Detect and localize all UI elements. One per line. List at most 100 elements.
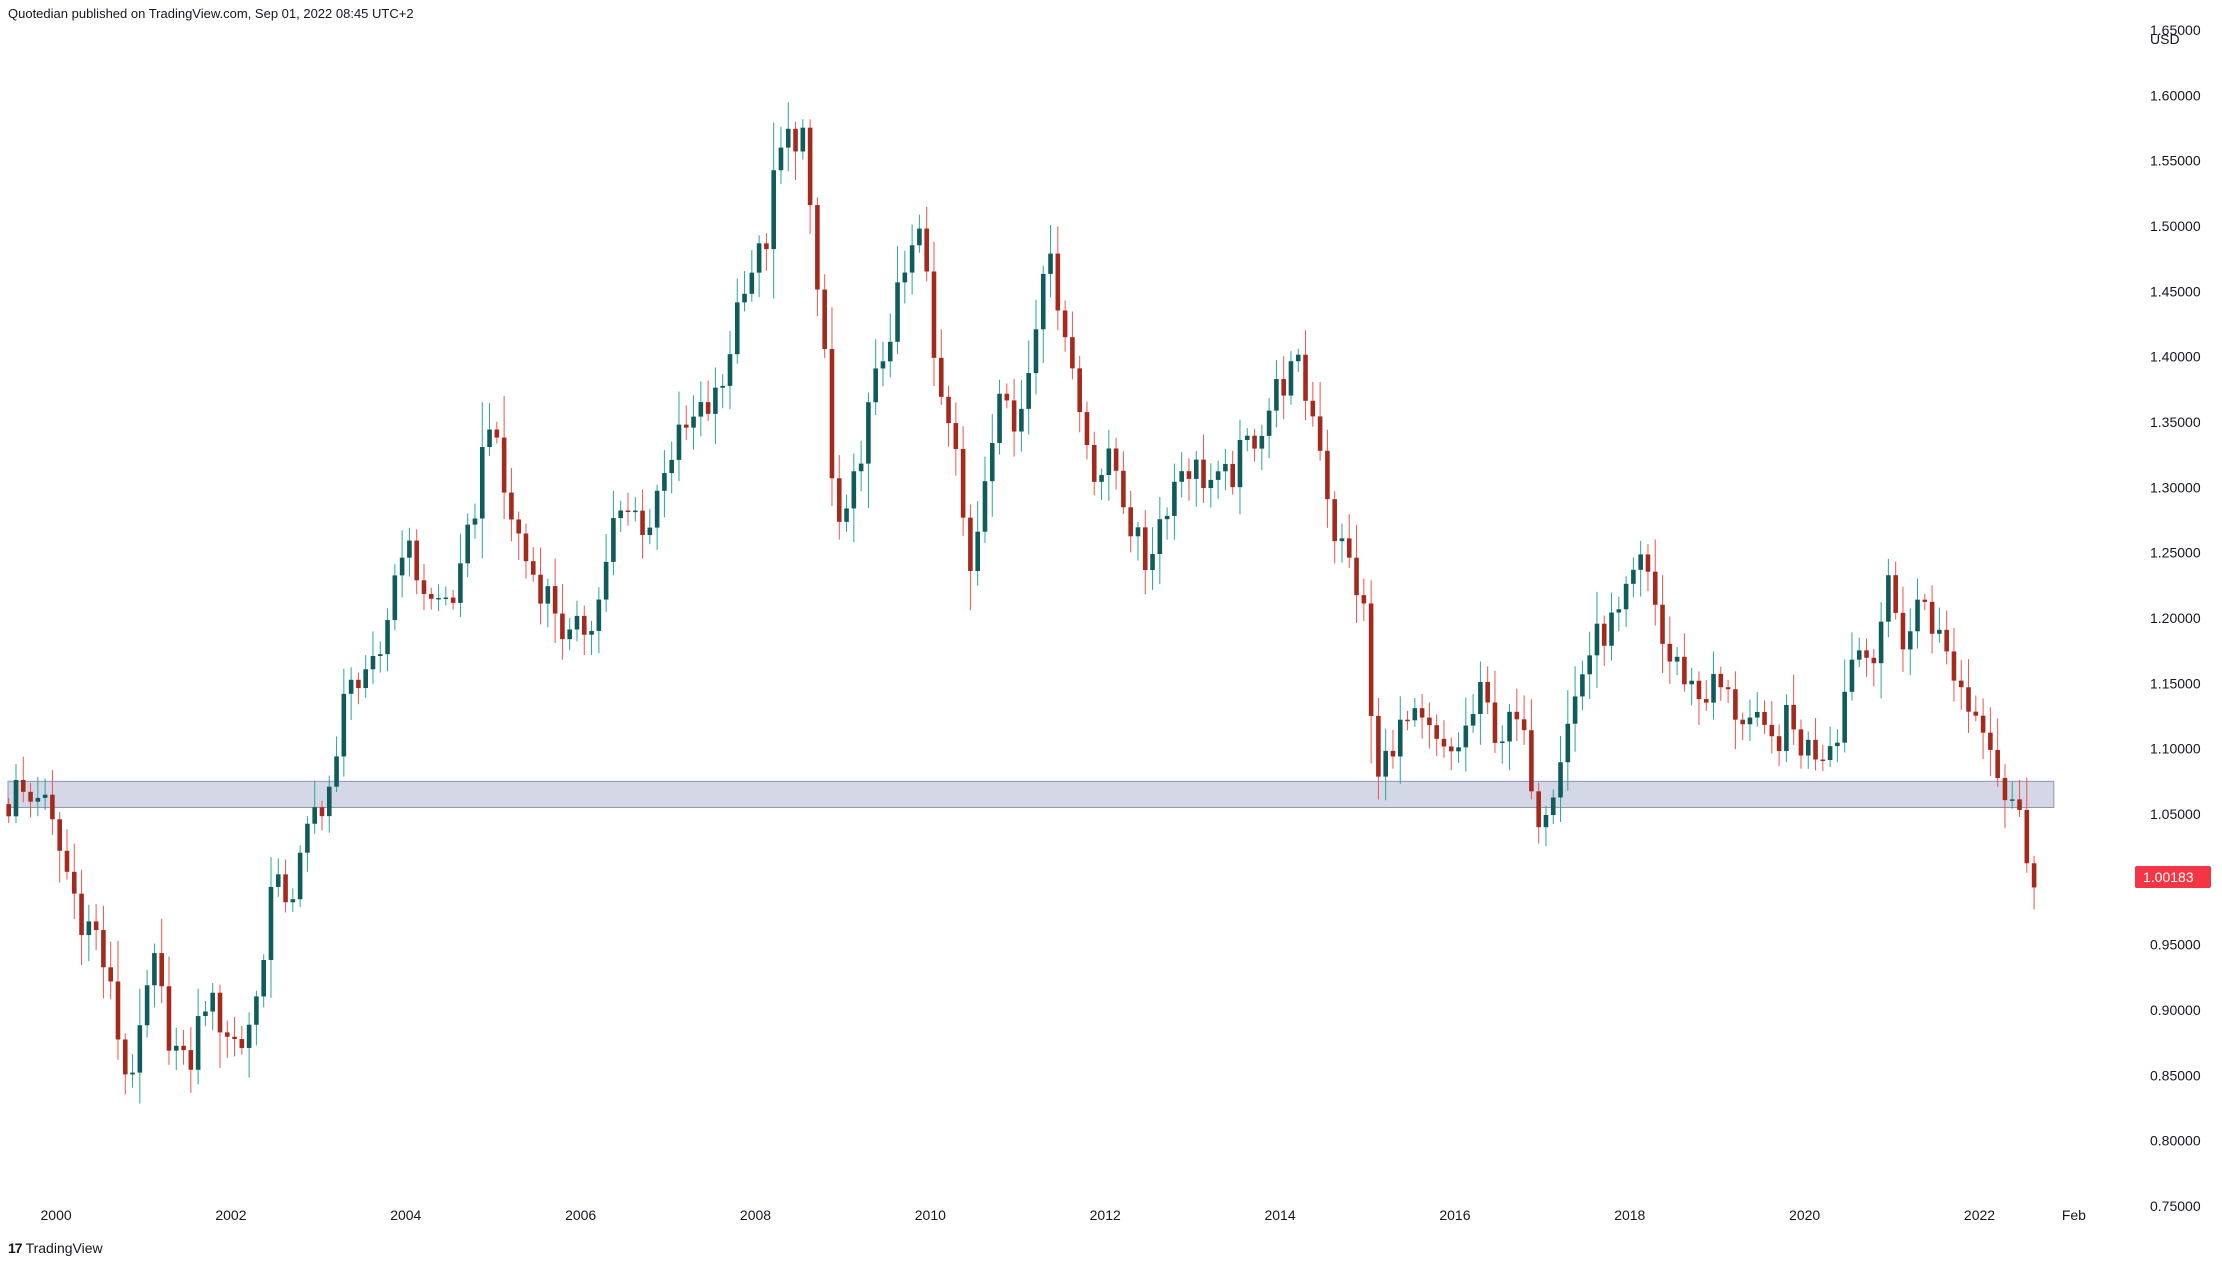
candle-body — [254, 996, 259, 1025]
candle-body — [647, 527, 653, 536]
candle-body — [1223, 463, 1228, 472]
candle-body — [742, 293, 747, 303]
candle-body — [567, 629, 572, 640]
candle-body — [1966, 687, 1971, 712]
candle-body — [443, 597, 449, 600]
candle-body — [749, 272, 755, 294]
x-tick-label: 2008 — [740, 1207, 771, 1223]
candle-body — [1346, 538, 1352, 558]
candle-body — [1893, 575, 1898, 613]
candle-body — [1332, 499, 1337, 542]
candle-body — [1667, 643, 1673, 662]
y-tick-label: 1.15000 — [2150, 675, 2201, 691]
candle-body — [778, 147, 784, 171]
candle-body — [224, 1032, 230, 1037]
candle-body — [1339, 538, 1345, 542]
candle-body — [1427, 717, 1432, 726]
candle-body — [1004, 393, 1010, 401]
candle-body — [1995, 749, 2000, 778]
candle-body — [57, 819, 62, 851]
candle-body — [1281, 379, 1286, 396]
currency-label: USD — [2150, 31, 2180, 47]
candle-body — [1623, 583, 1629, 610]
candle-body — [727, 354, 733, 386]
candle-body — [917, 228, 922, 246]
candle-body — [181, 1045, 186, 1051]
candle-body — [1310, 400, 1316, 417]
candle-body — [1077, 368, 1082, 413]
candle-body — [1295, 354, 1301, 362]
candle-body — [523, 533, 529, 562]
candle-body — [501, 437, 507, 493]
candle-body — [1958, 680, 1964, 688]
candle-body — [1980, 715, 1986, 733]
x-tick-label: 2000 — [41, 1207, 72, 1223]
candle-body — [1288, 361, 1294, 396]
candle-body — [1609, 612, 1614, 646]
price-axis[interactable]: USD 0.75000 0.80000 0.85000 0.90000 0.95000 1.… — [2150, 22, 2201, 1214]
candle-body — [1886, 575, 1891, 622]
time-axis[interactable]: 2000 2002 2004 2006 2008 2010 2012 2014 2016 2018… — [41, 1207, 2087, 1223]
candle-body — [1762, 712, 1767, 725]
candle-body — [1303, 354, 1308, 401]
candle-body — [1835, 742, 1840, 747]
candle-body — [2031, 863, 2037, 888]
candle-body — [79, 893, 84, 936]
candle-body — [385, 620, 390, 655]
candle-body — [640, 510, 645, 536]
y-tick-label: 0.75000 — [2150, 1198, 2201, 1214]
candle-body — [1587, 655, 1592, 675]
candle-body — [982, 481, 988, 532]
candle-body — [1121, 470, 1126, 508]
x-tick-label: 2014 — [1264, 1207, 1295, 1223]
candle-body — [836, 478, 842, 522]
candle-body — [1048, 253, 1053, 274]
candle-body — [1208, 479, 1214, 489]
candle-body — [1470, 714, 1476, 726]
candle-body — [574, 615, 580, 630]
candle-body — [1769, 724, 1775, 737]
candle-body — [1412, 708, 1418, 721]
candle-body — [771, 170, 776, 250]
candle-body — [691, 416, 696, 428]
candle-body — [1062, 310, 1068, 338]
candle-body — [1645, 554, 1651, 572]
candle-body — [1631, 569, 1636, 584]
candle-body — [465, 524, 470, 564]
candle-body — [1215, 471, 1221, 480]
candle-body — [399, 557, 405, 576]
candle-body — [800, 127, 806, 152]
candle-body — [669, 459, 674, 474]
candle-body — [246, 1024, 252, 1048]
candle-body — [1099, 475, 1104, 482]
candle-body — [1055, 253, 1061, 311]
candle-body — [1070, 337, 1075, 369]
candle-body — [560, 613, 565, 640]
candle-body — [844, 508, 849, 522]
candle-body — [13, 779, 19, 817]
candle-body — [989, 442, 995, 482]
candle-body — [1150, 554, 1155, 571]
candle-body — [1725, 687, 1731, 690]
candle-body — [1696, 680, 1702, 700]
x-tick-label: 2010 — [915, 1207, 946, 1223]
candle-body — [1813, 739, 1818, 760]
candle-body — [1550, 797, 1556, 815]
tradingview-logo[interactable]: 17 TradingView — [8, 1240, 103, 1256]
candle-body — [1937, 629, 1942, 634]
y-tick-label: 0.90000 — [2150, 1002, 2201, 1018]
candle-body — [275, 874, 281, 887]
x-tick-label: 2022 — [1964, 1207, 1995, 1223]
candle-body — [1186, 471, 1192, 479]
candle-body — [159, 953, 164, 987]
candle-body — [326, 786, 332, 817]
x-tick-label: 2004 — [390, 1207, 421, 1223]
x-tick-label: 2016 — [1439, 1207, 1470, 1223]
candle-body — [764, 243, 769, 250]
candle-body — [530, 561, 536, 575]
candle-body — [1113, 448, 1119, 471]
x-tick-label: 2018 — [1614, 1207, 1645, 1223]
candle-body — [1434, 725, 1439, 739]
candle-body — [1733, 689, 1738, 720]
